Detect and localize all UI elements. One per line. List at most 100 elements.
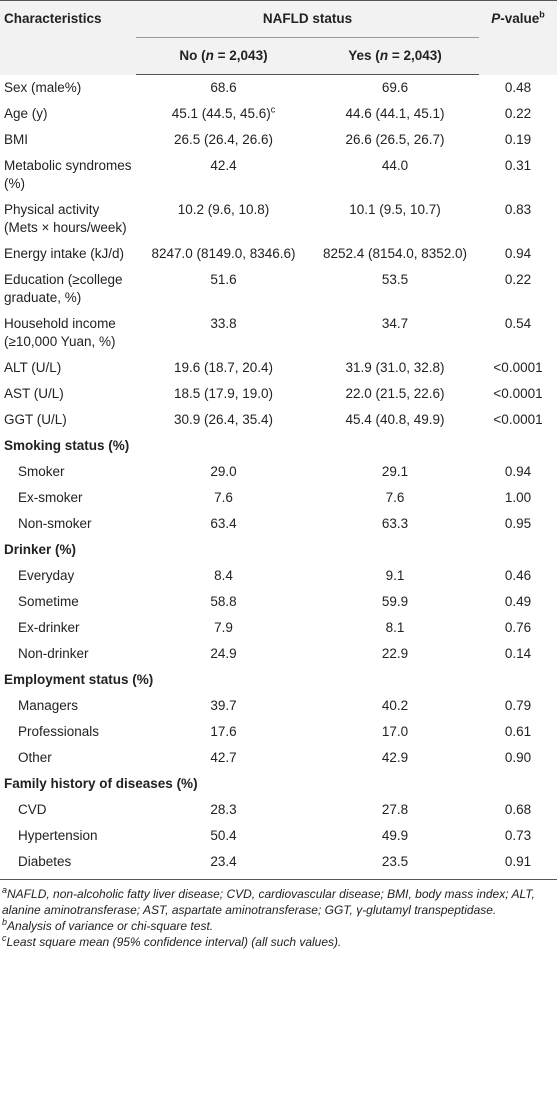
cell: 0.31 [504, 158, 532, 173]
cell: 59.9 [381, 594, 409, 609]
cell: 8252.4 (8154.0, 8352.0) [322, 246, 468, 261]
table-row: Smoker 29.0 29.1 0.94 [0, 459, 557, 485]
cell: 31.9 (31.0, 32.8) [345, 360, 445, 375]
table-row: Other 42.7 42.9 0.90 [0, 745, 557, 771]
table-row: Hypertension 50.4 49.9 0.73 [0, 823, 557, 849]
footnote-ref: b [539, 9, 545, 20]
cell: 0.94 [504, 464, 532, 479]
cell: 26.5 (26.4, 26.6) [136, 127, 311, 153]
cell-text: 50.4 [210, 828, 237, 843]
cell-text: 51.6 [210, 272, 237, 287]
cell: 17.6 [136, 719, 311, 745]
header-cell: Characteristics [0, 0, 136, 75]
cell: 63.3 [381, 516, 409, 531]
cell: 63.4 [136, 511, 311, 537]
table-row: Sometime 58.8 59.9 0.49 [0, 589, 557, 615]
table-row: ALT (U/L) 19.6 (18.7, 20.4) 31.9 (31.0, 32… [0, 355, 557, 381]
row-label: Ex-smoker [18, 490, 83, 505]
cell-text: 58.8 [210, 594, 237, 609]
header-text: n [379, 48, 389, 63]
row-label: Ex-drinker [18, 620, 80, 635]
footnote: aNAFLD, non-alcoholic fatty liver diseas… [2, 886, 555, 918]
cell: 69.6 [381, 80, 409, 95]
row-label: Sometime [18, 594, 79, 609]
cell-text: 17.6 [210, 724, 237, 739]
footnote: cLeast square mean (95% confidence inter… [2, 934, 555, 950]
section-cell: Drinker (%) [4, 542, 77, 557]
cell-text: 8.4 [214, 568, 233, 583]
cell-text: 29.0 [210, 464, 237, 479]
cell: 8.1 [385, 620, 405, 635]
table-row: Education (≥college graduate, %) 51.6 53.5… [0, 267, 557, 311]
cell: 30.9 (26.4, 35.4) [136, 407, 311, 433]
cell: 50.4 [136, 823, 311, 849]
table-row: BMI 26.5 (26.4, 26.6) 26.6 (26.5, 26.7) 0.1… [0, 127, 557, 153]
row-label: Household income (≥10,000 Yuan, %) [4, 316, 116, 349]
cell: 0.49 [504, 594, 532, 609]
cell-text: 18.5 (17.9, 19.0) [173, 386, 274, 401]
cell: 0.91 [479, 849, 557, 880]
cell: 10.1 (9.5, 10.7) [349, 202, 441, 217]
row-label: Everyday [18, 568, 75, 583]
footnote-text: NAFLD, non-alcoholic fatty liver disease… [2, 887, 535, 917]
row-label: Smoker [18, 464, 65, 479]
cell: 40.2 [381, 698, 409, 713]
cell: 33.8 [136, 311, 311, 355]
table-row: Physical activity (Mets × hours/week) 10.… [0, 197, 557, 241]
cell: 0.22 [504, 272, 532, 287]
section-cell: Smoking status (%) [4, 438, 130, 453]
cell-text: 45.1 (44.5, 45.6) [171, 106, 271, 121]
table-row: Household income (≥10,000 Yuan, %) 33.8 34… [0, 311, 557, 355]
cell: 27.8 [381, 802, 409, 817]
cell: 1.00 [504, 490, 532, 505]
table-body: Sex (male%) 68.6 69.6 0.48 Age (y) 45.1 (44.5… [0, 75, 557, 880]
cell: 0.61 [504, 724, 532, 739]
table-row: Managers 39.7 40.2 0.79 [0, 693, 557, 719]
cell-text: 7.6 [214, 490, 233, 505]
table-row: AST (U/L) 18.5 (17.9, 19.0) 22.0 (21.5, 22… [0, 381, 557, 407]
section-cell: Family history of diseases (%) [4, 776, 198, 791]
row-label: Other [18, 750, 52, 765]
header-text: P [491, 11, 501, 26]
cell: <0.0001 [493, 386, 543, 401]
header-text: Yes ( [348, 48, 380, 63]
table-row: Drinker (%) [0, 537, 557, 563]
cell-text: 68.6 [210, 80, 237, 95]
table-row: Employment status (%) [0, 667, 557, 693]
cell: 42.9 [381, 750, 409, 765]
cell: 0.79 [504, 698, 532, 713]
cell: 10.2 (9.6, 10.8) [136, 197, 311, 241]
cell: 0.19 [504, 132, 532, 147]
cell: 24.9 [136, 641, 311, 667]
cell: 22.9 [381, 646, 409, 661]
cell-text: 63.4 [210, 516, 237, 531]
header-text: No ( [179, 48, 206, 63]
footnote-text: Least square mean (95% confidence interv… [6, 935, 342, 949]
row-label: Education (≥college graduate, %) [4, 272, 123, 305]
row-label: GGT (U/L) [4, 412, 67, 427]
row-label: Non-drinker [18, 646, 89, 661]
table-row: Family history of diseases (%) [0, 771, 557, 797]
table-row: Ex-smoker 7.6 7.6 1.00 [0, 485, 557, 511]
cell: 23.4 [136, 849, 311, 880]
cell-text: 19.6 (18.7, 20.4) [173, 360, 274, 375]
table-row: Everyday 8.4 9.1 0.46 [0, 563, 557, 589]
table-row: Metabolic syndromes (%) 42.4 44.0 0.31 [0, 153, 557, 197]
header-text: = 2,043) [388, 48, 442, 63]
row-label: Energy intake (kJ/d) [4, 246, 125, 261]
header-cell: P-valueb [479, 0, 557, 75]
data-table: Characteristics NAFLD status P-valueb No… [0, 0, 557, 880]
row-label: Sex (male%) [4, 79, 82, 95]
footnote-ref: c [270, 104, 276, 115]
cell: 26.6 (26.5, 26.7) [345, 132, 445, 147]
row-label: Professionals [18, 724, 100, 739]
cell: <0.0001 [493, 412, 543, 427]
cell-text: 28.3 [210, 802, 237, 817]
row-label: BMI [4, 132, 29, 147]
table-row: Age (y) 45.1 (44.5, 45.6)c 44.6 (44.1, 45.… [0, 101, 557, 127]
cell: 0.46 [504, 568, 532, 583]
table-row: CVD 28.3 27.8 0.68 [0, 797, 557, 823]
cell: 68.6 [136, 75, 311, 102]
row-label: Non-smoker [18, 516, 92, 531]
cell-text: 10.2 (9.6, 10.8) [177, 202, 270, 217]
